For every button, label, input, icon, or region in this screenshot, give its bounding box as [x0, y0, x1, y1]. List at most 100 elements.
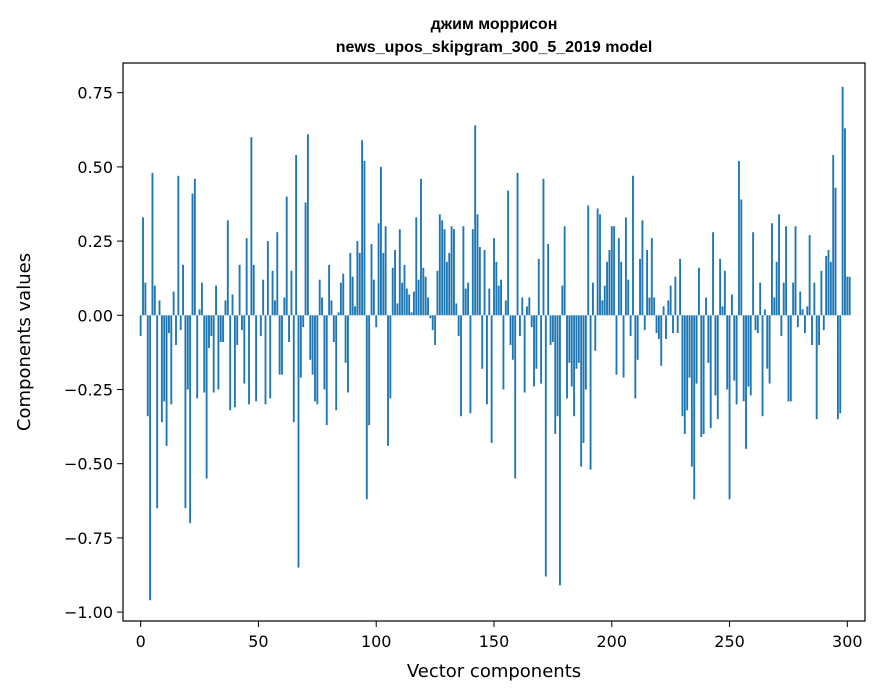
x-tick-label: 50: [248, 632, 268, 651]
bar-248: [723, 270, 726, 316]
x-axis: 0 50 100 150 200 250 300: [136, 621, 863, 651]
bar-52: [262, 279, 265, 316]
bar-236: [695, 315, 698, 384]
bar-239: [702, 315, 705, 435]
bar-32: [215, 285, 217, 316]
bar-191: [589, 315, 592, 470]
bar-169: [537, 258, 540, 316]
y-tick-label: 0.75: [77, 84, 113, 103]
bar-134: [455, 303, 458, 316]
bar-60: [281, 315, 283, 375]
bar-96: [365, 315, 368, 500]
bar-43: [241, 315, 243, 331]
bar-299: [844, 128, 846, 316]
bar-281: [801, 309, 804, 316]
bar-133: [453, 229, 455, 316]
bar-129: [443, 229, 446, 316]
bar-126: [436, 270, 439, 316]
bar-135: [457, 315, 460, 337]
bar-66: [295, 155, 298, 316]
bar-93: [358, 252, 361, 316]
bar-130: [445, 261, 448, 316]
bar-205: [622, 315, 625, 378]
x-tick-label: 250: [714, 632, 745, 651]
bar-294: [832, 155, 835, 316]
bar-125: [434, 315, 437, 345]
bar-132: [450, 226, 453, 316]
bar-31: [212, 315, 215, 393]
bar-295: [834, 187, 837, 316]
bar-56: [271, 270, 274, 316]
bar-120: [422, 267, 425, 316]
bar-265: [763, 309, 766, 316]
bar-78: [323, 315, 326, 390]
bar-159: [514, 315, 517, 479]
bar-83: [335, 315, 338, 411]
bar-41: [236, 315, 239, 345]
bar-145: [481, 315, 484, 369]
x-tick-label: 300: [832, 632, 863, 651]
bar-127: [438, 214, 441, 316]
bar-238: [700, 315, 703, 437]
bar-158: [511, 315, 514, 360]
bar-69: [302, 315, 305, 328]
bar-45: [245, 238, 248, 316]
bar-208: [629, 315, 632, 337]
bar-47: [250, 137, 253, 316]
bar-62: [285, 196, 288, 316]
bar-261: [754, 315, 757, 331]
bar-194: [596, 208, 599, 316]
bar-285: [811, 315, 813, 345]
bar-149: [490, 315, 493, 443]
bar-264: [761, 315, 764, 417]
bar-234: [690, 315, 693, 467]
bar-86: [342, 273, 345, 316]
bar-144: [478, 247, 481, 316]
bar-37: [226, 220, 229, 316]
bar-9: [160, 315, 163, 423]
y-axis: −1.00 −0.75 −0.50 −0.25 0.00 0.25 0.50 0.75: [64, 84, 123, 622]
bar-278: [794, 226, 797, 316]
bar-210: [634, 315, 637, 399]
bar-214: [643, 315, 646, 331]
bar-34: [219, 315, 222, 342]
bar-146: [483, 249, 486, 316]
bar-48: [252, 264, 255, 316]
bar-64: [290, 270, 293, 316]
bar-142: [474, 125, 477, 316]
bar-13: [170, 315, 173, 405]
bar-124: [431, 315, 434, 331]
bar-21: [189, 315, 192, 524]
bar-266: [766, 315, 769, 369]
bar-223: [665, 315, 667, 340]
bar-240: [705, 297, 707, 316]
bar-14: [172, 291, 175, 316]
bar-97: [368, 315, 371, 426]
bar-268: [771, 223, 773, 316]
bar-63: [288, 315, 290, 342]
bar-168: [535, 315, 538, 369]
bar-128: [441, 220, 444, 316]
bar-57: [273, 300, 276, 316]
bar-247: [721, 306, 724, 316]
bar-199: [608, 249, 611, 316]
bar-201: [613, 226, 616, 316]
bar-195: [599, 214, 601, 316]
bar-276: [789, 315, 792, 402]
bar-0: [139, 315, 142, 337]
bar-46: [248, 315, 250, 405]
bar-12: [167, 315, 170, 334]
bar-1: [142, 217, 144, 316]
bar-165: [528, 297, 531, 316]
bar-138: [464, 288, 467, 316]
bar-259: [749, 315, 752, 396]
bar-256: [742, 315, 745, 402]
bar-244: [714, 315, 717, 396]
bar-147: [485, 315, 488, 405]
bar-65: [292, 315, 295, 423]
bar-170: [540, 315, 543, 384]
bar-40: [233, 315, 236, 408]
bar-113: [405, 288, 408, 316]
chart-title-line-2: news_upos_skipgram_300_5_2019 model: [336, 39, 653, 56]
bar-54: [266, 241, 269, 316]
